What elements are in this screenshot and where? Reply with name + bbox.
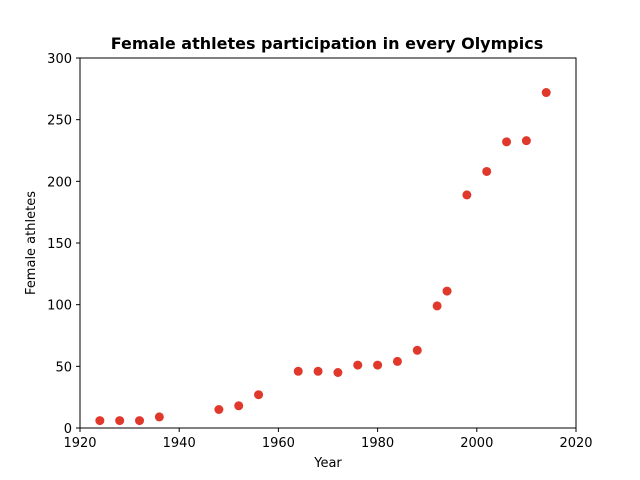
data-point [254,390,264,400]
data-points [95,88,551,426]
data-point [502,137,512,147]
y-tick-label: 100 [47,299,72,314]
data-point [154,412,164,422]
data-point [333,368,343,377]
data-point [135,416,145,426]
x-axis-label: Year [313,456,342,471]
axis-ticks: 1920 1940 1960 1980 2000 2020 0 50 100 150 200 250 3… [47,52,592,451]
y-tick-label: 300 [47,52,72,67]
data-point [442,286,452,296]
data-point [462,190,472,200]
data-point [541,88,551,98]
x-tick-label: 1920 [63,436,96,451]
data-point [293,366,303,376]
data-point [412,345,422,355]
data-point [432,301,442,311]
y-tick-label: 50 [55,360,72,375]
y-tick-label: 150 [47,237,72,252]
x-tick-label: 2020 [559,436,592,451]
data-point [313,366,323,376]
x-tick-label: 1960 [262,436,295,451]
x-tick-label: 1980 [361,436,394,451]
data-point [482,166,492,176]
data-point [214,405,224,414]
data-point [234,401,244,411]
data-point [373,360,383,370]
data-point [521,136,531,146]
data-point [392,356,402,366]
chart-title: Female athletes participation in every O… [111,34,543,53]
y-axis-label: Female athletes [24,191,39,295]
y-tick-label: 200 [47,175,72,190]
data-point [115,416,125,426]
data-point [95,416,105,426]
plot-frame [79,57,577,429]
y-tick-label: 250 [47,114,72,129]
y-tick-label: 0 [64,422,72,437]
data-point [353,360,363,370]
x-tick-label: 1940 [163,436,196,451]
x-tick-label: 2000 [460,436,493,451]
